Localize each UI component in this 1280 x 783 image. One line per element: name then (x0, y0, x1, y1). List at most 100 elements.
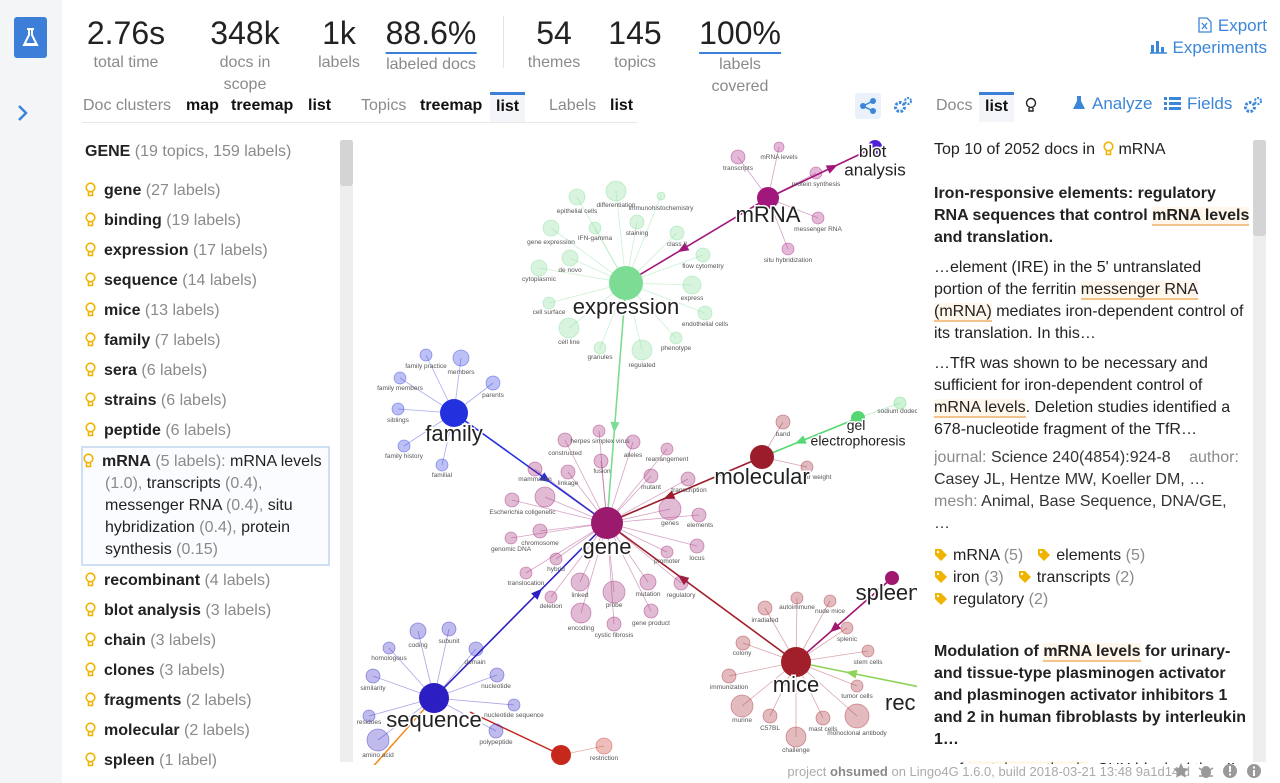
node (691, 507, 707, 523)
node-label: C57BL (760, 725, 780, 732)
node (593, 341, 607, 355)
topic-item[interactable]: fragments (2 labels) (82, 686, 334, 716)
tab-underline (82, 122, 637, 123)
app-button[interactable] (14, 17, 47, 58)
footer-icons (1173, 763, 1261, 778)
tab[interactable]: map (186, 97, 219, 114)
node (532, 523, 548, 539)
bulb-icon (85, 392, 96, 407)
doc-title[interactable]: Modulation of mRNA levels for urinary- a… (934, 641, 1250, 751)
summary-text: Top 10 of 2052 docs in (934, 141, 1096, 158)
tab[interactable]: list (308, 97, 332, 114)
topic-count: (13 labels) (144, 302, 220, 319)
tag[interactable]: iron (3) (934, 567, 1004, 589)
text-segment: …of (934, 761, 968, 764)
hub-label: gene (583, 534, 632, 559)
tag[interactable]: transcripts (2) (1018, 567, 1135, 589)
tab[interactable]: list (490, 92, 526, 122)
star-icon[interactable] (1173, 763, 1189, 778)
node (682, 275, 702, 295)
experiments-link[interactable]: Experiments (1149, 38, 1267, 58)
node-label: genes (661, 520, 679, 527)
topic-item[interactable]: sequence (14 labels) (82, 266, 334, 296)
stat: 145 topics (608, 14, 661, 74)
node-label: promoter (654, 558, 681, 565)
topic-item[interactable]: family (7 labels) (82, 326, 334, 356)
hub-node (885, 571, 899, 585)
topic-item[interactable]: gene (27 labels) (82, 176, 334, 206)
tab[interactable]: treemap (231, 97, 294, 114)
topic-name: gene (104, 182, 142, 199)
node-label: mammalian (518, 476, 552, 483)
edge (625, 197, 769, 284)
project-name: ohsumed (830, 764, 888, 779)
stat-value: 54 (536, 15, 572, 51)
expand-chevron[interactable] (16, 104, 30, 122)
tag-name: iron (953, 569, 980, 586)
node (391, 402, 405, 416)
topic-name: binding (104, 212, 162, 229)
node (695, 247, 711, 263)
tag[interactable]: mRNA (5) (934, 545, 1023, 567)
topic-item[interactable]: sera (6 labels) (82, 356, 334, 386)
topic-item[interactable]: binding (19 labels) (82, 206, 334, 236)
info-icon[interactable] (1247, 764, 1261, 778)
topic-item[interactable]: mice (13 labels) (82, 296, 334, 326)
node-label: protein synthesis (792, 181, 842, 188)
hub-node (419, 683, 449, 713)
tag[interactable]: elements (5) (1037, 545, 1145, 567)
chart-icon (1149, 41, 1167, 54)
settings-icon[interactable] (893, 96, 913, 116)
topic-item[interactable]: chain (3 labels) (82, 626, 334, 656)
bulb-icon (85, 182, 96, 197)
bulb-icon (85, 332, 96, 347)
topic-item[interactable]: clones (3 labels) (82, 656, 334, 686)
topic-item[interactable]: mRNA (5 labels): mRNA levels (1.0), tran… (81, 446, 330, 566)
tab[interactable]: list (610, 97, 634, 114)
edge-arrow (794, 435, 807, 444)
node-label: hybrid (547, 566, 565, 573)
bulb-icon (85, 632, 96, 647)
meta-field: mesh: Animal, Base Sequence, DNA/GE, … (934, 493, 1227, 532)
bulb-icon[interactable] (1025, 97, 1037, 114)
topic-item[interactable]: recombinant (4 labels) (82, 566, 334, 596)
meta-key: journal: (934, 449, 987, 466)
scroll-thumb[interactable] (340, 140, 353, 186)
stat-value: 2.76s (86, 15, 166, 51)
hub-node (851, 411, 865, 425)
node-label: murine (732, 717, 752, 724)
node-label: encoding (568, 625, 595, 632)
topic-item[interactable]: molecular (2 labels) (82, 716, 334, 746)
tab[interactable]: list (979, 92, 1015, 122)
topic-item[interactable]: strains (6 labels) (82, 386, 334, 416)
stat-label: themes (527, 54, 581, 71)
node-label: sodium dodecyl (877, 408, 917, 415)
tab-group-title: Doc clusters (83, 97, 172, 114)
node-label: probe (606, 602, 623, 609)
experiments-text: Experiments (1172, 38, 1267, 57)
analyze-link[interactable]: Analyze (1072, 94, 1152, 114)
tab[interactable]: treemap (420, 97, 483, 114)
topic-item[interactable]: spleen (1 label) (82, 746, 334, 776)
topic-item[interactable]: blot analysis (3 labels) (82, 596, 334, 626)
bug-icon[interactable] (1198, 766, 1214, 778)
fields-link[interactable]: Fields (1164, 94, 1232, 114)
highlight: mRNA levels (1152, 207, 1250, 226)
alert-icon[interactable] (1223, 764, 1237, 778)
topic-item[interactable]: expression (17 labels) (82, 236, 334, 266)
node (382, 641, 396, 655)
edge-arrow (539, 472, 551, 483)
topic-count: (14 labels) (182, 272, 257, 289)
export-link[interactable]: Export (1198, 16, 1267, 36)
tag[interactable]: regulatory (2) (934, 589, 1048, 611)
share-button[interactable] (855, 93, 881, 119)
doc-title[interactable]: Iron-responsive elements: regulatory RNA… (934, 183, 1250, 249)
node-label: parents (482, 392, 504, 399)
scroll-thumb[interactable] (1253, 140, 1266, 236)
bulb-icon (85, 272, 96, 287)
summary-topic: mRNA (1118, 141, 1166, 158)
settings-icon[interactable] (1243, 96, 1263, 116)
footer: project ohsumed on Lingo4G 1.6.0, build … (787, 764, 1190, 779)
topic-item[interactable]: peptide (6 labels) (82, 416, 334, 446)
footer-build: on Lingo4G 1.6.0, build 2018-03-21 13:48… (891, 764, 1190, 779)
